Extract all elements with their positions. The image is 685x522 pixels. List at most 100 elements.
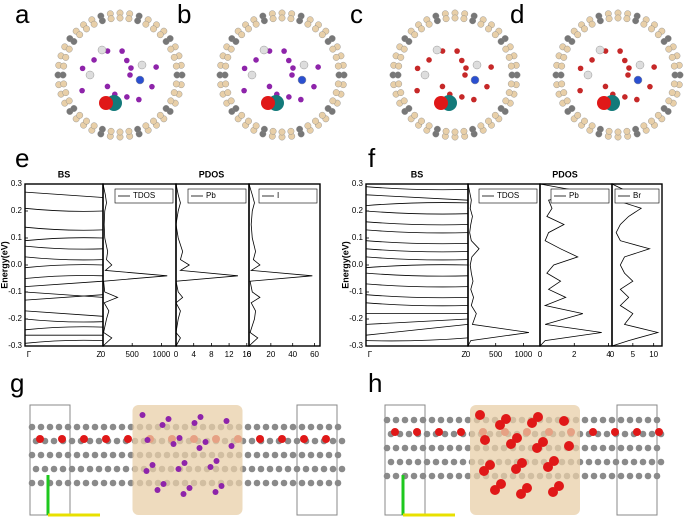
atom xyxy=(156,111,164,119)
atom xyxy=(77,465,85,473)
panel-label: c xyxy=(350,0,363,29)
atom xyxy=(608,416,616,424)
band xyxy=(365,186,469,191)
atom xyxy=(100,451,108,459)
atom xyxy=(86,465,94,473)
atom xyxy=(238,31,246,39)
atom-o xyxy=(36,435,44,443)
atom xyxy=(437,444,445,452)
atom xyxy=(68,465,76,473)
bs-title: BS xyxy=(411,169,424,179)
ion xyxy=(516,489,526,499)
atom xyxy=(278,128,286,136)
legend-box xyxy=(550,188,610,204)
atom xyxy=(401,444,409,452)
band xyxy=(24,191,104,198)
ion xyxy=(634,96,640,103)
atom xyxy=(588,20,596,28)
atom xyxy=(640,20,648,28)
atom xyxy=(653,444,661,452)
atom xyxy=(410,416,418,424)
atom xyxy=(623,127,631,135)
atom xyxy=(332,53,340,61)
ion xyxy=(165,416,172,422)
y-tick-label: 0.3 xyxy=(11,179,23,188)
ion xyxy=(180,491,187,497)
atom xyxy=(252,122,260,130)
x-tick-label: 0 xyxy=(466,350,471,359)
ion xyxy=(191,420,198,426)
ion xyxy=(149,462,156,468)
plot-frame xyxy=(611,183,663,347)
atom xyxy=(654,111,662,119)
atom xyxy=(329,465,337,473)
atom xyxy=(464,416,472,424)
bs-title: BS xyxy=(58,169,71,179)
atom xyxy=(428,444,436,452)
atom xyxy=(253,479,261,487)
atom xyxy=(271,423,279,431)
atom xyxy=(605,15,613,23)
atom xyxy=(221,71,229,79)
atom xyxy=(392,444,400,452)
atom xyxy=(296,125,304,133)
atom xyxy=(405,38,413,45)
plot-frame xyxy=(539,183,613,347)
atom-o xyxy=(391,428,399,436)
atom xyxy=(477,122,485,130)
x-tick-label: 8 xyxy=(209,350,214,359)
atom xyxy=(455,472,463,480)
y-tick-label: -0.2 xyxy=(349,314,363,323)
y-tick-label: -0.1 xyxy=(8,287,22,296)
ion xyxy=(104,83,111,90)
atom xyxy=(55,451,63,459)
nanotube-render xyxy=(552,9,684,141)
atom xyxy=(603,458,611,466)
atom xyxy=(614,14,622,22)
band xyxy=(24,318,104,323)
atom xyxy=(654,31,662,39)
atom xyxy=(574,31,582,39)
atom xyxy=(660,105,668,112)
atom xyxy=(507,62,515,70)
panel-label: h xyxy=(368,368,382,398)
ion xyxy=(124,94,130,100)
molecule xyxy=(583,70,593,80)
atom xyxy=(590,416,598,424)
atom xyxy=(82,451,90,459)
atom xyxy=(560,89,568,97)
ion xyxy=(458,57,465,64)
atom xyxy=(37,423,45,431)
atom xyxy=(411,31,419,39)
ion xyxy=(139,412,146,418)
molecule xyxy=(635,60,645,70)
atom xyxy=(635,444,643,452)
atom xyxy=(563,97,571,105)
atom xyxy=(107,127,115,135)
atom xyxy=(410,472,418,480)
atom xyxy=(172,62,180,70)
ion xyxy=(160,481,167,487)
atom xyxy=(76,31,84,39)
atom-o xyxy=(413,428,421,436)
atom xyxy=(64,423,72,431)
atom xyxy=(635,472,643,480)
atom xyxy=(563,45,571,53)
ion xyxy=(79,65,86,72)
atom xyxy=(419,444,427,452)
atom xyxy=(65,45,73,53)
atom xyxy=(596,125,604,133)
device-render xyxy=(383,404,665,517)
band xyxy=(365,240,469,245)
ion xyxy=(298,96,304,103)
atom xyxy=(441,458,449,466)
atom xyxy=(460,15,468,23)
ion xyxy=(143,468,150,474)
band xyxy=(365,337,469,342)
atom xyxy=(411,111,419,119)
atom xyxy=(568,38,576,45)
atom xyxy=(581,25,588,33)
atom xyxy=(257,465,265,473)
atom xyxy=(451,14,459,22)
